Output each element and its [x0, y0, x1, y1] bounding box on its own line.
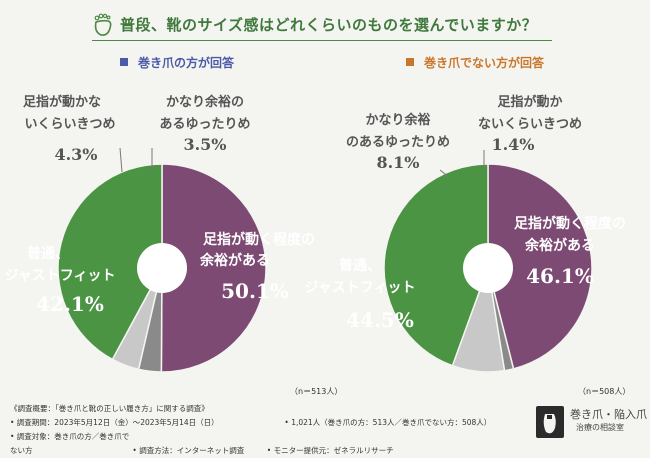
- pie0-slice-0: [160, 163, 267, 373]
- legend-left: 巻き爪の方が回答: [120, 54, 234, 71]
- footer-provider: • モニター提供元：ゼネラルリサーチ: [266, 446, 394, 455]
- pie0-label-1-line0: 普通、: [27, 245, 69, 262]
- pie1-label-2-line0: かなり余裕: [365, 112, 430, 128]
- pie0-value-3: 3.5%: [183, 135, 226, 154]
- pie0-slice-3: [137, 267, 163, 373]
- logo-line1: 巻き爪・陥入爪: [570, 408, 647, 421]
- pie0-value-0: 50.1%: [221, 279, 289, 303]
- pie1-value-0: 46.1%: [526, 264, 594, 288]
- footer-period: • 調査期間：2023年5月12日（金）〜2023年5月14日（日）: [10, 418, 219, 427]
- pie0-label-3-line1: あるゆったりめ: [159, 117, 250, 132]
- pie1-label-1-line0: 普通、: [339, 257, 381, 274]
- pie0-center-hole: [137, 243, 187, 293]
- footer-method: • 調査方法：インターネット調査: [132, 446, 245, 455]
- pie0-label-0-line1: 余裕がある: [199, 252, 270, 269]
- pie0-label-0-line0: 足指が動く程度の: [203, 231, 315, 248]
- footer-count: • 1,021人（巻き爪の方：513人／巻き爪でない方：508人）: [284, 418, 492, 427]
- pie0-label-1-line1: ジャストフィット: [4, 268, 115, 284]
- logo-line2: 治療の相談室: [576, 423, 624, 432]
- pie1-slice-0: [487, 163, 593, 370]
- foot-icon: [94, 13, 112, 36]
- pie1-center-hole: [463, 243, 513, 293]
- pie1-value-1: 44.5%: [346, 308, 414, 332]
- logo-mark: [536, 406, 564, 438]
- title-underline: [92, 40, 552, 41]
- pie-charts: 足指が動く程度の余裕がある50.1%普通、ジャストフィット42.1%足指が動かな…: [4, 94, 626, 373]
- pie0-slice-1: [57, 163, 163, 361]
- pie0-label-3-line0: かなり余裕の: [166, 94, 244, 110]
- footer-target: • 調査対象：巻き爪の方／巻き爪でない方: [10, 432, 130, 455]
- brand-logo: 巻き爪・陥入爪 治療の相談室: [536, 404, 648, 444]
- pie1-label-0-line0: 足指が動く程度の: [514, 215, 626, 232]
- n-label-right: （n＝508人）: [578, 387, 631, 396]
- chart-title: 普段、靴のサイズ感はどれくらいのものを選んでいますか？: [120, 16, 538, 34]
- pie0-label-2-line0: 足指が動かな: [23, 94, 101, 110]
- title-bar: 普段、靴のサイズ感はどれくらいのものを選んでいますか？: [0, 0, 650, 44]
- pie0-label-2-line1: いくらいきつめ: [24, 117, 115, 132]
- pie1-label-2-line1: のあるゆったりめ: [346, 135, 450, 150]
- legend-right-label: 巻き爪でない方が回答: [424, 56, 545, 70]
- pie1-label-1-line1: ジャストフィット: [304, 280, 415, 296]
- pie0-value-1: 42.1%: [36, 292, 104, 316]
- pie1-slice-1: [383, 163, 489, 367]
- footer-title: 《調査概要：「巻き爪と靴の正しい履き方」に関する調査》: [10, 404, 209, 413]
- pie1-value-3: 1.4%: [491, 135, 534, 154]
- n-label-left: （n＝513人）: [290, 387, 343, 396]
- pie1-label-0-line1: 余裕がある: [524, 237, 595, 254]
- pie0-value-2: 4.3%: [54, 145, 97, 164]
- legend-left-swatch: [120, 58, 128, 66]
- pie1-slice-3: [487, 267, 515, 372]
- pie0-leader-2: [119, 147, 123, 173]
- legend-left-label: 巻き爪の方が回答: [138, 56, 235, 70]
- pie1-leader-2: [439, 169, 451, 179]
- legend-right-swatch: [406, 58, 414, 66]
- legend-right: 巻き爪でない方が回答: [406, 54, 544, 71]
- pie1-label-3-line0: 足指が動か: [497, 94, 562, 110]
- pie1-value-2: 8.1%: [376, 153, 419, 172]
- pie1-label-3-line1: ないくらいきつめ: [478, 117, 582, 132]
